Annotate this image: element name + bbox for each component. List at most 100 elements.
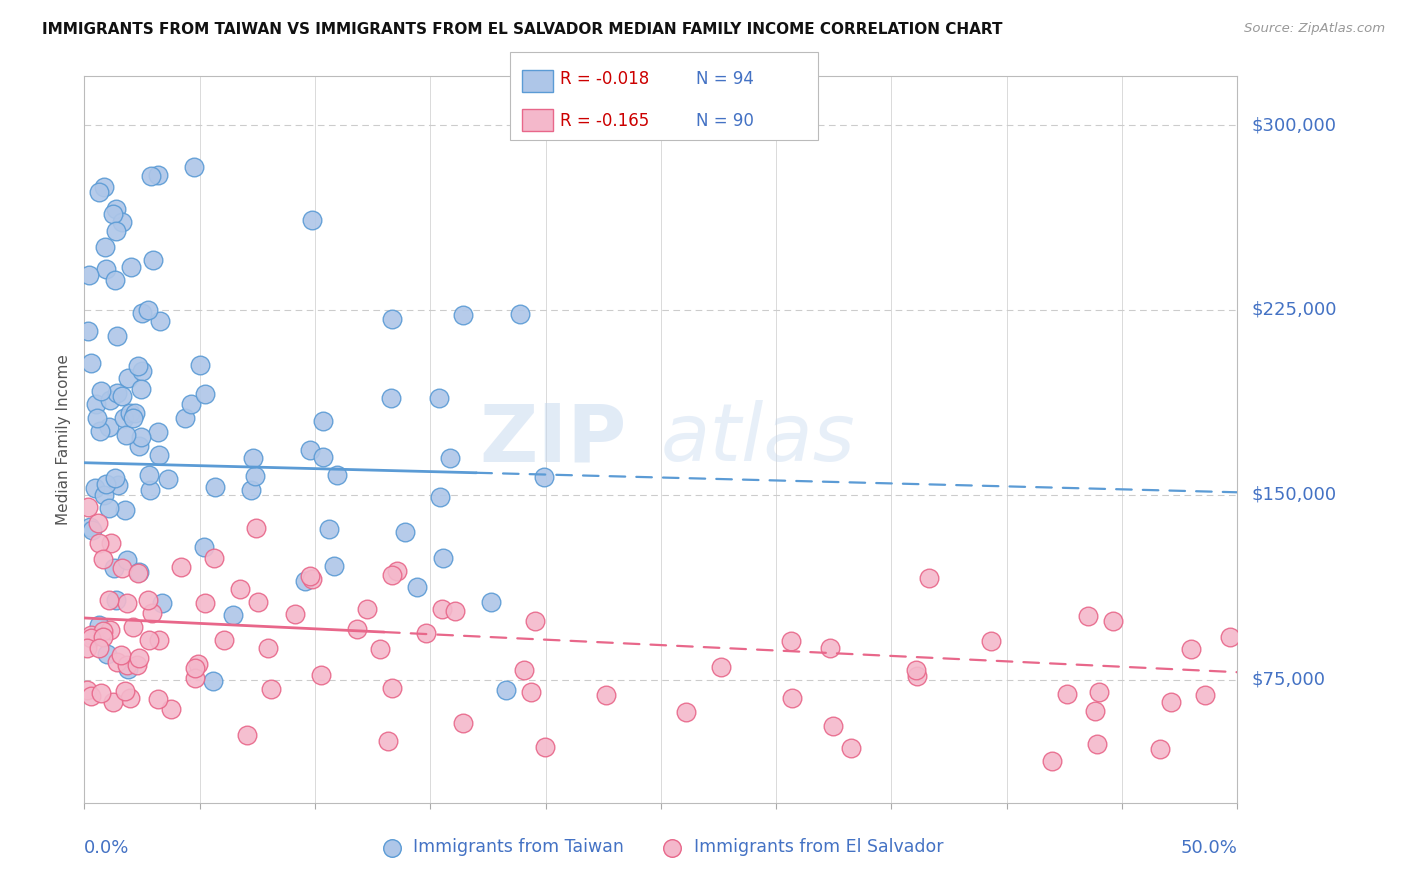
Point xyxy=(91,551,114,566)
Point xyxy=(121,620,143,634)
Point xyxy=(129,430,152,444)
Point xyxy=(150,596,173,610)
Point xyxy=(243,469,266,483)
Point xyxy=(298,569,321,583)
Point xyxy=(96,262,118,277)
Point xyxy=(204,480,226,494)
Point xyxy=(114,683,136,698)
Point xyxy=(105,329,128,343)
Point xyxy=(148,425,170,439)
Point xyxy=(323,559,346,574)
Point xyxy=(141,606,163,620)
Point xyxy=(170,560,193,574)
Point xyxy=(1077,608,1099,623)
Point xyxy=(1149,742,1171,756)
Point xyxy=(495,682,517,697)
Point xyxy=(430,602,453,616)
Point xyxy=(128,439,150,453)
Point xyxy=(76,500,98,514)
Point xyxy=(242,450,264,465)
Point xyxy=(318,522,340,536)
Point xyxy=(76,640,98,655)
Point xyxy=(380,391,402,405)
Point xyxy=(89,424,111,438)
Point xyxy=(89,617,111,632)
Point xyxy=(381,312,404,326)
Point xyxy=(94,240,117,254)
Y-axis label: Median Family Income: Median Family Income xyxy=(56,354,72,524)
Point xyxy=(105,224,128,238)
Point xyxy=(980,634,1002,648)
Point xyxy=(103,695,125,709)
Point xyxy=(256,641,278,656)
Point xyxy=(90,384,112,399)
Point xyxy=(146,169,169,183)
Point xyxy=(104,273,127,287)
Point xyxy=(346,622,368,636)
Point xyxy=(381,681,404,695)
Point xyxy=(595,688,617,702)
Point xyxy=(839,740,862,755)
Point xyxy=(326,468,349,483)
Point xyxy=(87,536,110,550)
Point xyxy=(94,477,117,491)
Text: $300,000: $300,000 xyxy=(1251,116,1336,134)
Point xyxy=(377,733,399,747)
Point xyxy=(91,630,114,644)
Point xyxy=(453,308,475,322)
Point xyxy=(105,385,128,400)
Point xyxy=(479,594,502,608)
Point xyxy=(97,420,120,434)
Point xyxy=(298,442,321,457)
Point xyxy=(311,668,333,682)
Point xyxy=(451,715,474,730)
Text: R = -0.018: R = -0.018 xyxy=(560,70,648,87)
Point xyxy=(80,689,103,703)
Point xyxy=(148,633,170,648)
Point xyxy=(107,478,129,492)
Point xyxy=(183,160,205,174)
Point xyxy=(80,632,103,646)
Point xyxy=(76,683,98,698)
Point xyxy=(520,685,543,699)
Point xyxy=(80,627,103,641)
Point xyxy=(180,397,202,411)
Point xyxy=(429,491,451,505)
Text: $75,000: $75,000 xyxy=(1251,671,1326,689)
Point xyxy=(120,260,142,274)
Point xyxy=(84,482,107,496)
Point xyxy=(1160,695,1182,709)
Point xyxy=(128,565,150,579)
Point xyxy=(115,552,138,566)
Point xyxy=(187,657,209,672)
Point xyxy=(87,641,110,656)
Point xyxy=(174,411,197,425)
Point xyxy=(524,615,547,629)
Point xyxy=(114,503,136,517)
Point xyxy=(80,523,103,537)
Point xyxy=(77,325,100,339)
Point xyxy=(93,179,115,194)
Point xyxy=(312,450,335,464)
Point xyxy=(513,663,536,677)
Point xyxy=(101,207,124,221)
Point xyxy=(89,185,111,199)
Point xyxy=(136,592,159,607)
Point xyxy=(129,382,152,396)
Point xyxy=(96,647,118,661)
Point xyxy=(111,389,134,403)
Point xyxy=(138,467,160,482)
Point xyxy=(148,692,170,706)
Point xyxy=(98,593,121,607)
Point xyxy=(112,411,135,425)
Legend: Immigrants from Taiwan, Immigrants from El Salvador: Immigrants from Taiwan, Immigrants from … xyxy=(371,831,950,863)
Point xyxy=(128,651,150,665)
Point xyxy=(194,596,217,610)
Point xyxy=(111,215,134,229)
Point xyxy=(93,487,115,501)
Text: N = 90: N = 90 xyxy=(696,112,754,129)
Text: N = 94: N = 94 xyxy=(696,70,754,87)
Point xyxy=(79,268,101,282)
Text: IMMIGRANTS FROM TAIWAN VS IMMIGRANTS FROM EL SALVADOR MEDIAN FAMILY INCOME CORRE: IMMIGRANTS FROM TAIWAN VS IMMIGRANTS FRO… xyxy=(42,22,1002,37)
Point xyxy=(84,397,107,411)
